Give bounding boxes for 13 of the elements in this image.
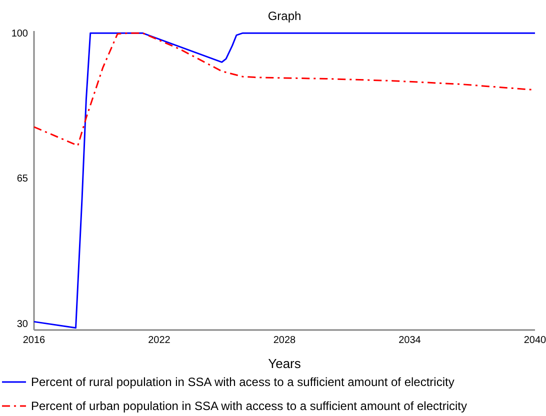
line-series [33,32,536,329]
x-tick-label: 2016 [22,335,46,346]
chart-title: Graph [268,9,302,23]
x-axis-title: Years [268,356,302,371]
y-tick-label: 30 [16,318,28,330]
legend-label: Percent of urban population in SSA with access to a sufficient amount of electricity [31,399,468,413]
x-tick-label: 2028 [273,335,296,346]
y-tick-label: 100 [11,28,28,40]
x-tick-label: 2040 [524,335,546,346]
y-tick-label: 65 [16,174,28,185]
x-tick-label: 2034 [398,335,422,346]
legend-label: Percent of rural population in SSA with acess to a sufficient amount of electricity [31,375,454,389]
x-tick-label: 2022 [148,335,171,346]
